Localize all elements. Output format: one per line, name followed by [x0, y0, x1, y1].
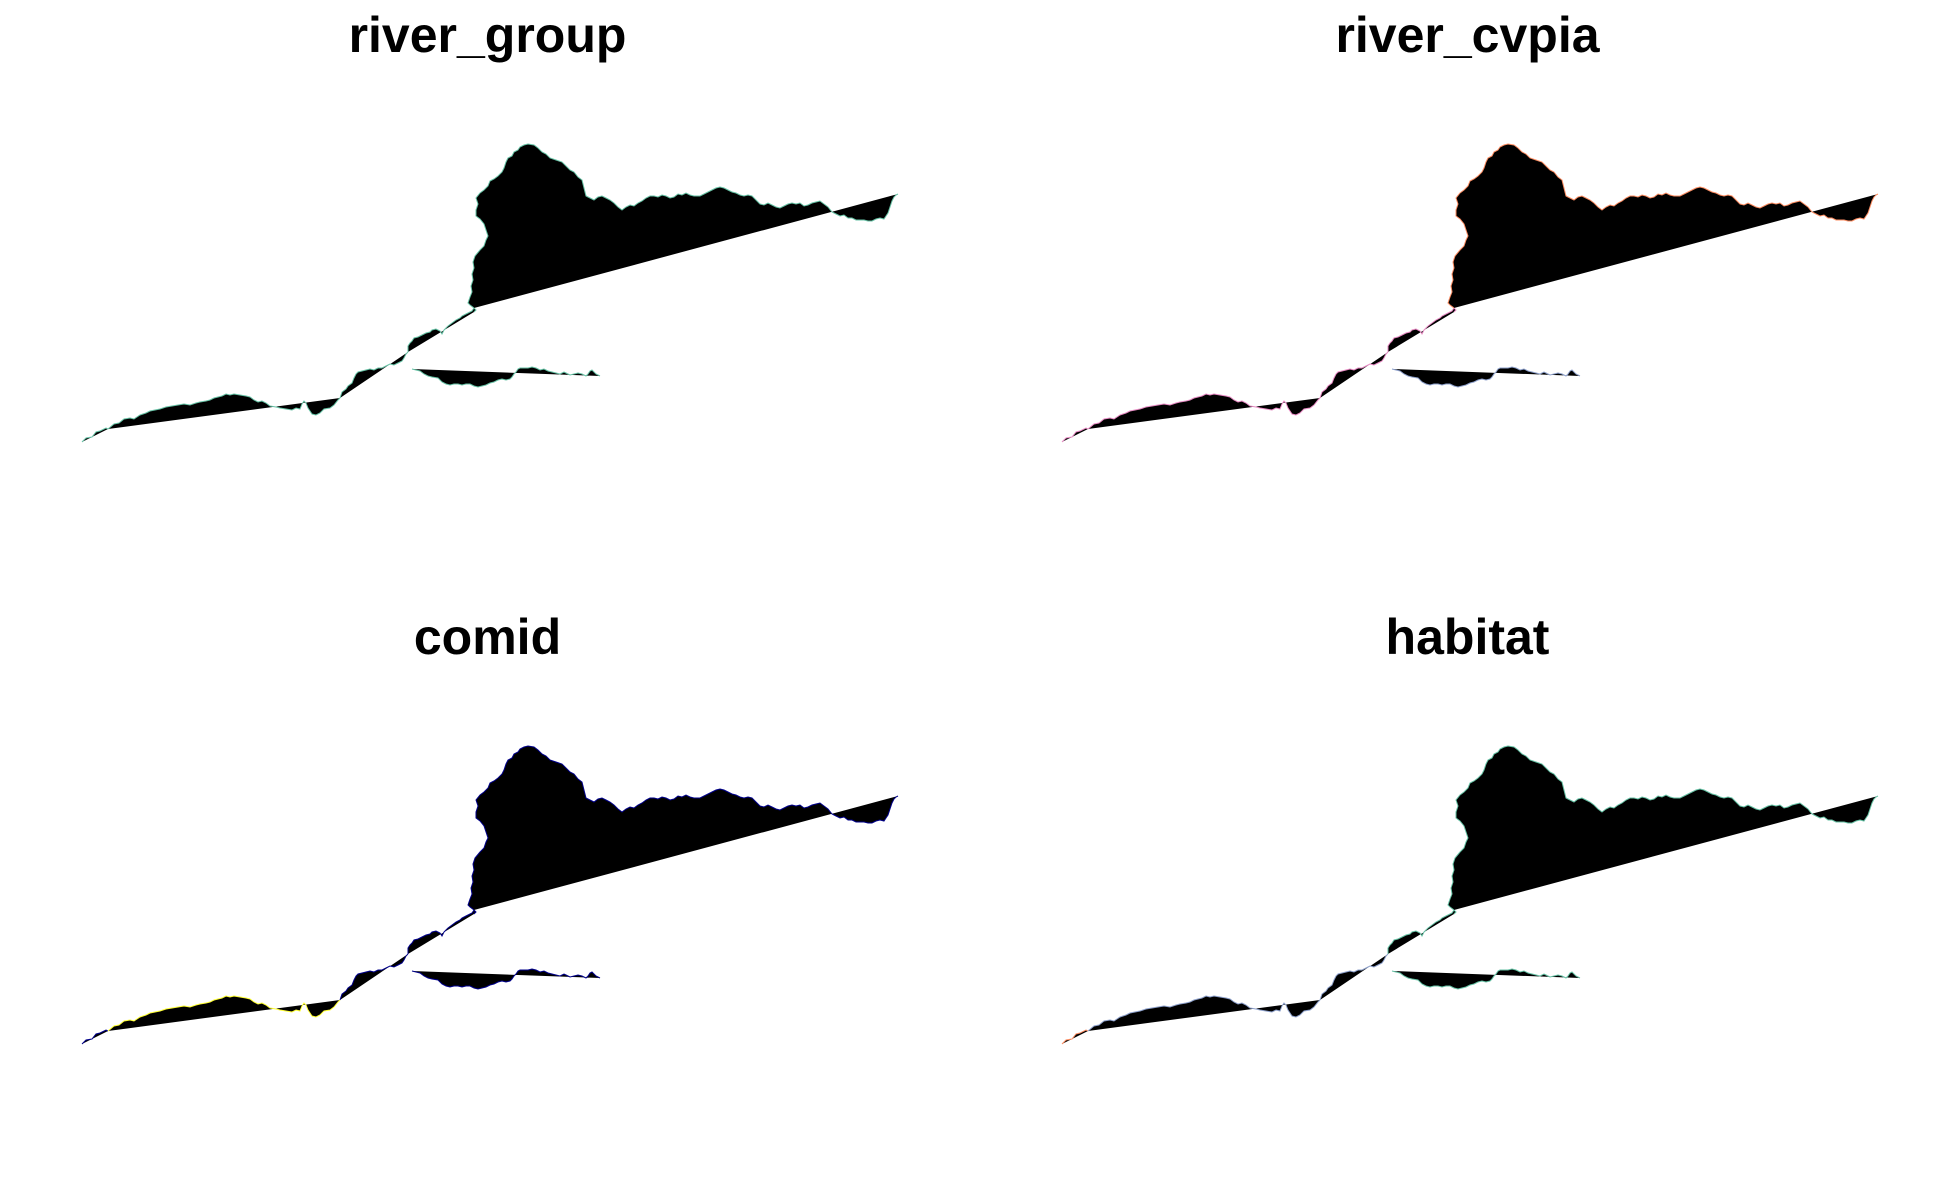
river-segment-b — [107, 393, 341, 430]
river-segment-e — [467, 143, 899, 309]
river-segment-d — [407, 909, 477, 955]
river-segment-f — [1391, 366, 1581, 388]
river-segment-a — [1061, 1029, 1089, 1045]
river-segment-f — [411, 366, 601, 388]
river-segment-e — [467, 745, 899, 911]
panel-title: comid — [413, 609, 562, 665]
panel-title: river_cvpia — [1335, 7, 1600, 63]
river-map — [1061, 143, 1879, 443]
panel-title: river_group — [348, 7, 627, 63]
river-segment-c — [1319, 953, 1389, 1001]
river-segment-f — [1391, 968, 1581, 990]
river-segment-a — [81, 427, 109, 443]
map-panel-comid: comid — [0, 602, 975, 1202]
river-segment-b — [1087, 393, 1321, 430]
map-panel-river-cvpia: river_cvpia — [980, 0, 1950, 600]
river-segment-c — [339, 953, 409, 1001]
river-segment-c — [339, 351, 409, 399]
river-segment-f — [411, 968, 601, 990]
river-map — [1061, 745, 1879, 1045]
map-panel-river-group: river_group — [0, 0, 975, 600]
river-segment-e — [1447, 143, 1879, 309]
river-map — [81, 745, 899, 1045]
panel-title: habitat — [1385, 609, 1550, 665]
river-segment-d — [1387, 307, 1457, 353]
river-map — [81, 143, 899, 443]
river-segment-e — [1447, 745, 1879, 911]
river-segment-b — [107, 995, 341, 1032]
river-segment-d — [1387, 909, 1457, 955]
river-segment-b — [1087, 995, 1321, 1032]
river-segment-a — [1061, 427, 1089, 443]
river-segment-c — [1319, 351, 1389, 399]
river-segment-d — [407, 307, 477, 353]
map-panel-habitat: habitat — [980, 602, 1950, 1202]
river-segment-a — [81, 1029, 109, 1045]
